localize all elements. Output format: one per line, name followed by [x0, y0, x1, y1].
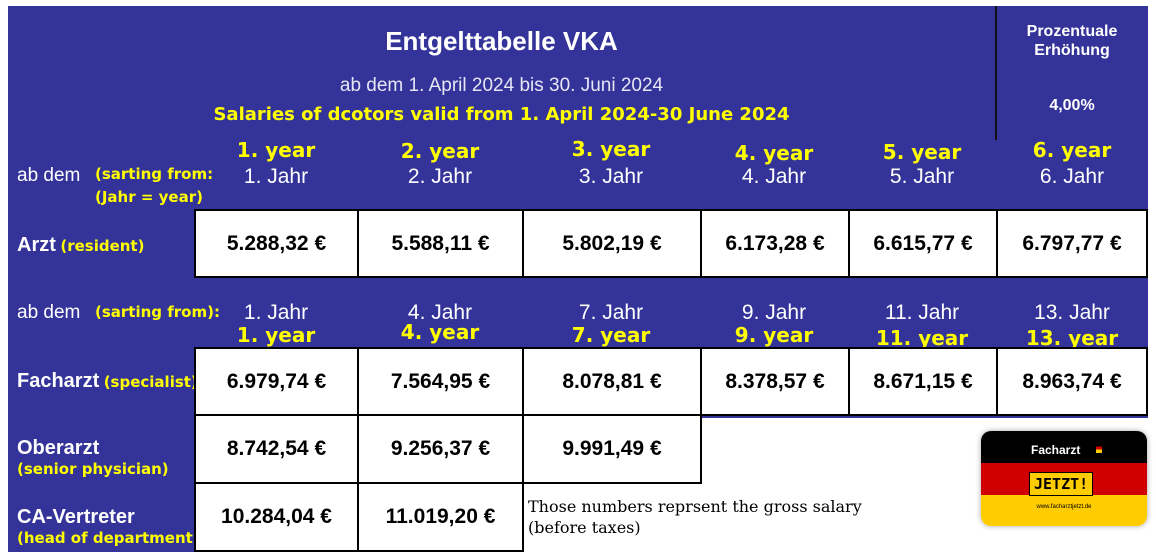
- header-block: [8, 6, 995, 140]
- year-en-col6: 6. year: [1032, 138, 1112, 162]
- year2-de-col1: 1. Jahr: [243, 301, 309, 324]
- oberarzt-salary-col2: 9.256,37 €: [357, 414, 524, 484]
- logo-badge: JETZT!: [1029, 472, 1094, 496]
- year-de-col3: 3. Jahr: [578, 165, 644, 188]
- oberarzt-label: Oberarzt: [17, 437, 100, 459]
- arzt-salary-col1: 5.288,32 €: [194, 209, 359, 278]
- title-translation: Salaries of dcotors valid from 1. April …: [213, 104, 790, 125]
- year2-en-col3: 7. year: [571, 323, 651, 347]
- facharzt-jetzt-logo: Facharzt JETZT! www.facharztjetzt.de: [981, 431, 1147, 526]
- facharzt-salary-col1: 6.979,74 €: [194, 347, 359, 416]
- year2-de-col2: 4. Jahr: [407, 301, 473, 324]
- logo-flag-icon: [1096, 443, 1102, 453]
- logo-brand: Facharzt: [1031, 443, 1081, 457]
- facharzt-salary-col2: 7.564,95 €: [357, 347, 524, 416]
- year-de-col2: 2. Jahr: [407, 165, 473, 188]
- ca-vertreter-salary-col1: 10.284,04 €: [194, 482, 359, 552]
- oberarzt-salary-col3: 9.991,49 €: [522, 414, 702, 484]
- year-de-col6: 6. Jahr: [1039, 165, 1105, 188]
- arzt-label-en: (resident): [60, 237, 145, 255]
- ca-vertreter-label: CA-Vertreter: [17, 506, 135, 528]
- year-en-col1: 1. year: [236, 138, 316, 162]
- year2-de-col5: 11. Jahr: [884, 301, 960, 324]
- year2-en-col2: 4. year: [400, 320, 480, 344]
- note-line-2: (before taxes): [528, 518, 641, 537]
- arzt-salary-col4: 6.173,28 €: [700, 209, 850, 278]
- note-line-1: Those numbers reprsent the gross salary: [528, 497, 862, 516]
- table-subtitle: ab dem 1. April 2024 bis 30. Juni 2024: [339, 75, 664, 96]
- facharzt-salary-col3: 8.078,81 €: [522, 347, 702, 416]
- ca-vertreter-label-en: (head of department): [17, 529, 200, 547]
- row-label-ab-dem-1-en2: (Jahr = year): [95, 188, 203, 206]
- increase-block: [995, 6, 1148, 140]
- increase-label: Prozentuale Erhöhung: [1026, 23, 1118, 59]
- table-title: Entgelttabelle VKA: [385, 26, 618, 56]
- year2-de-col3: 7. Jahr: [578, 301, 644, 324]
- year2-en-col4: 9. year: [734, 323, 814, 347]
- label-column-lower: [8, 418, 194, 552]
- oberarzt-salary-col1: 8.742,54 €: [194, 414, 359, 484]
- row-label-ab-dem-2: ab dem: [17, 302, 81, 323]
- gross-salary-note: Those numbers reprsent the gross salary …: [528, 496, 888, 538]
- logo-url: www.facharztjetzt.de: [1036, 504, 1092, 510]
- row-label-ab-dem-1-en: (sarting from:: [95, 165, 214, 183]
- arzt-salary-col2: 5.588,11 €: [357, 209, 524, 278]
- arzt-label: Arzt: [17, 234, 56, 256]
- facharzt-label-en: (specialist): [103, 373, 198, 391]
- year2-de-col4: 9. Jahr: [741, 301, 807, 324]
- row-label-facharzt: Facharzt (specialist): [17, 370, 198, 393]
- arzt-salary-col5: 6.615,77 €: [848, 209, 998, 278]
- year-en-col5: 5. year: [882, 140, 962, 164]
- facharzt-salary-col6: 8.963,74 €: [996, 347, 1148, 416]
- facharzt-label: Facharzt: [17, 370, 100, 392]
- arzt-salary-col3: 5.802,19 €: [522, 209, 702, 278]
- ca-vertreter-salary-col2: 11.019,20 €: [357, 482, 524, 552]
- year-de-col4: 4. Jahr: [741, 165, 807, 188]
- year-en-col3: 3. year: [571, 137, 651, 161]
- row-label-arzt: Arzt (resident): [17, 234, 144, 257]
- year-en-col4: 4. year: [734, 141, 814, 165]
- row-label-ab-dem-1: ab dem: [17, 165, 81, 186]
- year-de-col1: 1. Jahr: [243, 165, 309, 188]
- facharzt-salary-col5: 8.671,15 €: [848, 347, 998, 416]
- arzt-salary-col6: 6.797,77 €: [996, 209, 1148, 278]
- row-label-ab-dem-2-en: (sarting from):: [95, 303, 220, 321]
- year2-en-col1: 1. year: [236, 323, 316, 347]
- year-en-col2: 2. year: [400, 139, 480, 163]
- year-de-col5: 5. Jahr: [889, 165, 955, 188]
- year2-en-col6: 13. year: [1025, 326, 1119, 350]
- increase-value: 4,00%: [1049, 97, 1095, 114]
- year2-de-col6: 13. Jahr: [1034, 301, 1110, 324]
- oberarzt-label-en: (senior physician): [17, 460, 169, 478]
- facharzt-salary-col4: 8.378,57 €: [700, 347, 850, 416]
- year2-en-col5: 11. year: [875, 326, 969, 350]
